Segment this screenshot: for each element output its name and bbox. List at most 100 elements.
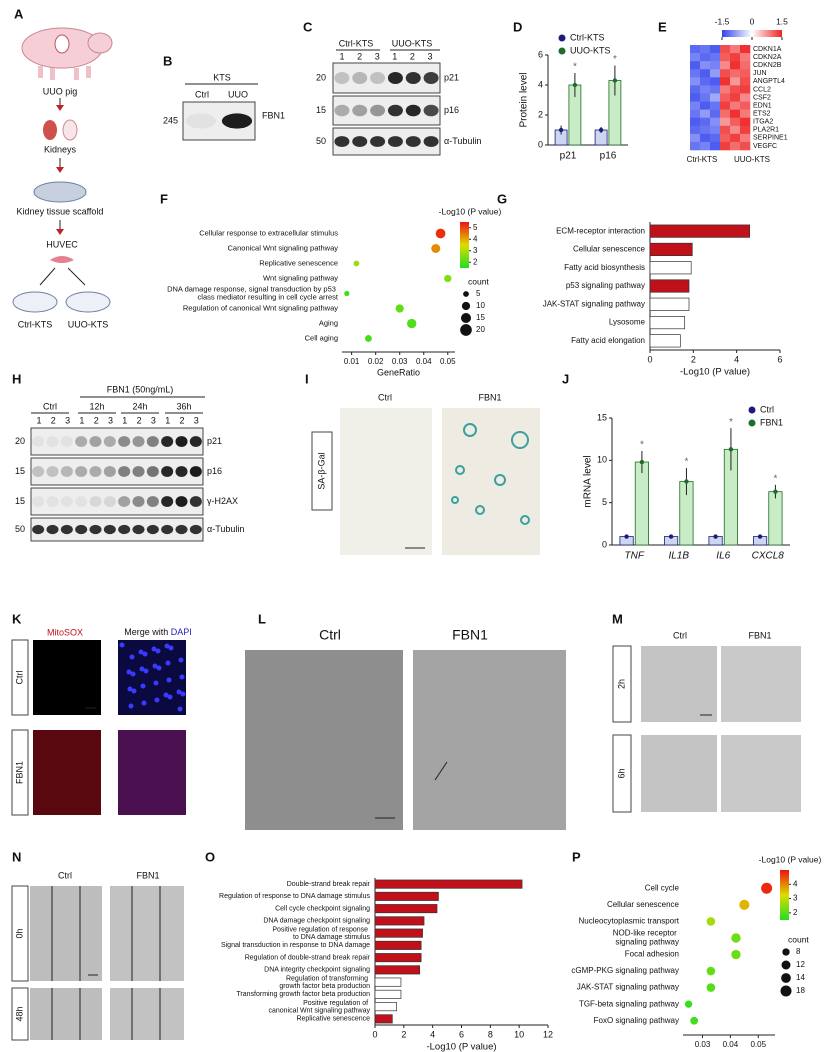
stained-cell xyxy=(455,465,465,475)
category-label: Cell aging xyxy=(305,333,338,342)
y-tick-label: 4 xyxy=(538,79,543,89)
heat-cell xyxy=(730,77,741,86)
column-label: Merge with DAPI xyxy=(124,627,192,637)
dye-text: DAPI xyxy=(171,627,192,637)
panel-letter: A xyxy=(14,6,24,21)
x-tick-label: 0.04 xyxy=(416,357,432,366)
mean-dot xyxy=(558,127,564,133)
legend-marker xyxy=(748,419,756,427)
size-legend-title: count xyxy=(788,934,809,944)
micrograph xyxy=(30,886,102,981)
row-label: JUN xyxy=(753,70,767,77)
lane-label: 3 xyxy=(194,415,199,425)
stained-cell xyxy=(511,431,529,449)
column-label: FBN1 xyxy=(136,870,159,880)
colorbar-label: 4 xyxy=(793,879,798,888)
column-label: FBN1 xyxy=(478,392,501,402)
marker: 15 xyxy=(15,466,25,476)
blot-band xyxy=(46,496,59,507)
panel-letter: G xyxy=(497,191,507,206)
row-label: 0h xyxy=(14,928,24,938)
category-label: FoxO signaling pathway xyxy=(594,1016,679,1025)
category-label: Wnt signaling pathway xyxy=(263,273,338,282)
dish-ctrl xyxy=(12,291,58,313)
blot-band xyxy=(32,436,45,447)
blot-band xyxy=(370,72,386,84)
size-legend-label: 14 xyxy=(796,973,805,982)
x-tick-label: IL1B xyxy=(668,551,689,562)
pig-leg xyxy=(50,68,55,80)
dot xyxy=(706,966,716,976)
y-tick-label: 5 xyxy=(602,497,607,507)
heat-cell xyxy=(720,141,731,151)
column-label: FBN1 xyxy=(452,627,488,643)
legend-label: UUO-KTS xyxy=(570,45,611,55)
heat-cell xyxy=(730,53,741,62)
a-label: HUVEC xyxy=(46,239,78,249)
nucleus xyxy=(152,663,158,669)
arrow-head xyxy=(56,105,64,111)
a-label: Ctrl-KTS xyxy=(18,319,53,329)
blot-band xyxy=(146,496,159,507)
blot-band xyxy=(189,524,202,535)
heat-cell xyxy=(720,61,731,70)
size-legend-label: 12 xyxy=(796,960,805,969)
colorbar-label: 3 xyxy=(793,894,798,903)
colorbar-label: 2 xyxy=(793,908,798,917)
blot-band xyxy=(405,72,421,84)
nucleus xyxy=(176,689,182,695)
heat-cell xyxy=(700,141,711,151)
blot-band xyxy=(75,436,88,447)
panel-letter: B xyxy=(163,53,172,68)
micrograph xyxy=(340,408,432,555)
stained-cell xyxy=(451,496,459,504)
significance: * xyxy=(573,62,577,73)
size-legend-dot xyxy=(781,973,791,983)
blot-band xyxy=(103,436,116,447)
micrograph xyxy=(721,735,801,812)
mean-dot xyxy=(713,534,718,539)
x-tick-label: 8 xyxy=(488,1029,493,1039)
blot xyxy=(30,457,204,486)
lane-label: 1 xyxy=(36,415,41,425)
panel-letter: D xyxy=(513,19,522,34)
category-label: cGMP-PKG signaling pathway xyxy=(571,966,679,975)
heat-cell xyxy=(740,77,751,86)
heat-cell xyxy=(690,85,701,94)
bar xyxy=(374,977,402,987)
micrograph xyxy=(245,650,403,830)
label-box xyxy=(11,729,29,816)
blot xyxy=(332,127,441,156)
category-label: Fatty acid biosynthesis xyxy=(564,263,645,272)
heat-cell xyxy=(710,69,721,78)
heat-cell xyxy=(710,109,721,118)
blot-header: KTS xyxy=(213,72,231,82)
nucleus xyxy=(143,668,149,674)
blot-band xyxy=(103,496,116,507)
colorbar xyxy=(722,30,782,37)
heat-cell xyxy=(710,61,721,70)
heat-cell xyxy=(690,101,701,110)
x-axis-title: GeneRatio xyxy=(377,367,420,377)
category-label: p53 signaling pathway xyxy=(566,281,645,290)
lane-label: 2 xyxy=(94,415,99,425)
category-label: TGF-beta signaling pathway xyxy=(579,999,679,1008)
blot-band xyxy=(387,136,403,147)
blot-band xyxy=(423,72,439,84)
lane-label: Ctrl xyxy=(195,89,209,99)
blot-band xyxy=(161,466,174,477)
heat-cell xyxy=(690,69,701,78)
arrow-head xyxy=(56,229,64,235)
merge-text: Merge with xyxy=(124,627,168,637)
marker: 20 xyxy=(15,436,25,446)
row-label: 6h xyxy=(616,768,626,778)
size-legend-label: 20 xyxy=(476,325,485,334)
panel-letter: E xyxy=(658,19,667,34)
label-box xyxy=(612,734,632,813)
blot-band xyxy=(75,496,88,507)
colorbar xyxy=(460,222,469,268)
category-label: Lysosome xyxy=(609,318,646,327)
dish xyxy=(33,181,87,203)
x-tick-label: 0.05 xyxy=(440,357,456,366)
